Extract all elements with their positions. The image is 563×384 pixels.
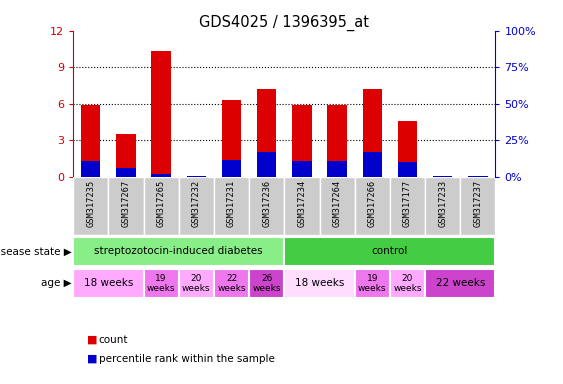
FancyBboxPatch shape (249, 269, 284, 298)
Text: ■: ■ (87, 354, 98, 364)
FancyBboxPatch shape (355, 177, 390, 235)
Bar (257, 152, 276, 177)
Text: 22
weeks: 22 weeks (217, 274, 246, 293)
Bar (468, 175, 488, 177)
FancyBboxPatch shape (214, 177, 249, 235)
Text: GSM317233: GSM317233 (438, 180, 447, 227)
Text: count: count (99, 335, 128, 345)
Bar (187, 176, 206, 177)
Text: 19
weeks: 19 weeks (358, 274, 387, 293)
Text: control: control (372, 246, 408, 256)
FancyBboxPatch shape (144, 177, 179, 235)
Text: GSM317236: GSM317236 (262, 180, 271, 227)
FancyBboxPatch shape (425, 177, 461, 235)
Text: 20
weeks: 20 weeks (182, 274, 211, 293)
Bar (151, 174, 171, 177)
Text: 22 weeks: 22 weeks (436, 278, 485, 288)
FancyBboxPatch shape (73, 237, 284, 266)
Text: GSM317235: GSM317235 (86, 180, 95, 227)
Bar (433, 176, 452, 177)
FancyBboxPatch shape (179, 269, 214, 298)
FancyBboxPatch shape (284, 269, 355, 298)
Text: streptozotocin-induced diabetes: streptozotocin-induced diabetes (95, 246, 263, 256)
FancyBboxPatch shape (108, 177, 144, 235)
Bar (328, 105, 347, 177)
Text: GSM317265: GSM317265 (157, 180, 166, 227)
Bar (398, 162, 417, 177)
Text: percentile rank within the sample: percentile rank within the sample (99, 354, 274, 364)
Text: 19
weeks: 19 weeks (147, 274, 176, 293)
FancyBboxPatch shape (249, 177, 284, 235)
FancyBboxPatch shape (320, 177, 355, 235)
Text: GSM317264: GSM317264 (333, 180, 342, 227)
FancyBboxPatch shape (73, 269, 144, 298)
Text: 20
weeks: 20 weeks (393, 274, 422, 293)
Text: GSM317231: GSM317231 (227, 180, 236, 227)
Text: age ▶: age ▶ (41, 278, 72, 288)
Text: 18 weeks: 18 weeks (295, 278, 344, 288)
Text: GSM317177: GSM317177 (403, 180, 412, 227)
Bar (117, 134, 136, 177)
FancyBboxPatch shape (284, 237, 495, 266)
Bar (117, 168, 136, 177)
Bar (363, 89, 382, 177)
Bar (81, 161, 100, 177)
Bar (292, 161, 311, 177)
FancyBboxPatch shape (390, 269, 425, 298)
Bar (257, 89, 276, 177)
FancyBboxPatch shape (73, 177, 108, 235)
Text: GSM317232: GSM317232 (192, 180, 201, 227)
Text: GSM317267: GSM317267 (122, 180, 131, 227)
Bar (187, 175, 206, 177)
Bar (433, 175, 452, 177)
Text: 18 weeks: 18 weeks (84, 278, 133, 288)
Title: GDS4025 / 1396395_at: GDS4025 / 1396395_at (199, 15, 369, 31)
Bar (222, 100, 241, 177)
FancyBboxPatch shape (461, 177, 495, 235)
Text: GSM317266: GSM317266 (368, 180, 377, 227)
Bar (81, 105, 100, 177)
Bar (363, 152, 382, 177)
Bar (398, 121, 417, 177)
Text: 26
weeks: 26 weeks (252, 274, 281, 293)
Text: disease state ▶: disease state ▶ (0, 246, 72, 256)
FancyBboxPatch shape (390, 177, 425, 235)
Bar (468, 176, 488, 177)
Bar (222, 160, 241, 177)
FancyBboxPatch shape (355, 269, 390, 298)
Text: GSM317234: GSM317234 (297, 180, 306, 227)
FancyBboxPatch shape (179, 177, 214, 235)
Text: GSM317237: GSM317237 (473, 180, 482, 227)
Bar (151, 51, 171, 177)
FancyBboxPatch shape (144, 269, 179, 298)
Bar (292, 105, 311, 177)
Bar (328, 161, 347, 177)
FancyBboxPatch shape (214, 269, 249, 298)
FancyBboxPatch shape (284, 177, 320, 235)
FancyBboxPatch shape (425, 269, 495, 298)
Text: ■: ■ (87, 335, 98, 345)
